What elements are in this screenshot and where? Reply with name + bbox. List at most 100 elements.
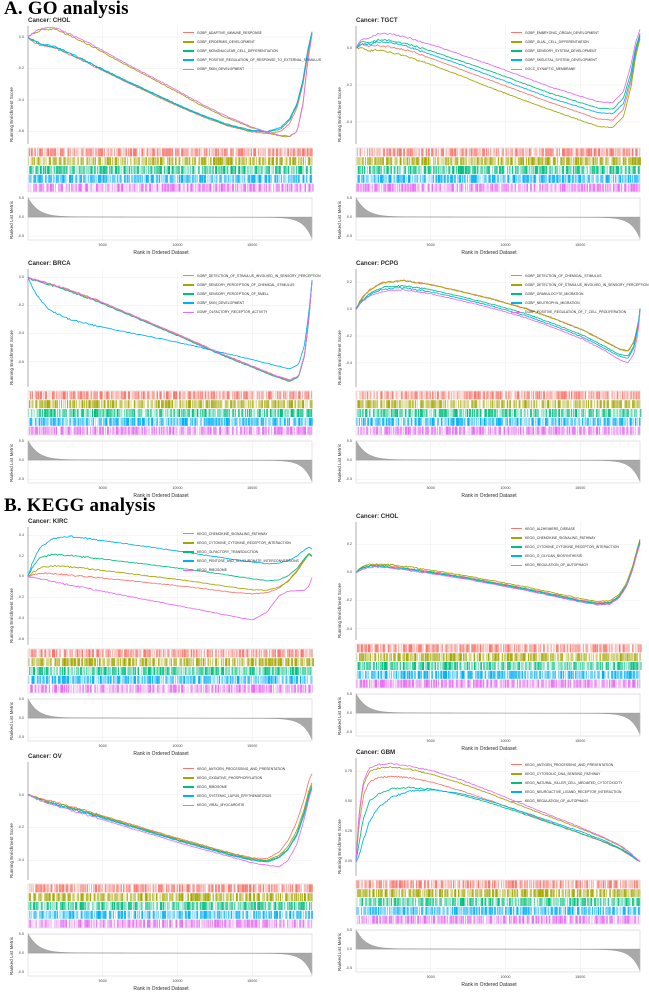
legend-item[interactable]: KEGG_ANTIGEN_PROCESSING_AND_PRESENTATION	[510, 760, 628, 769]
legend-label: GOBP_POSITIVE_REGULATION_OF_RESPONSE_TO_…	[196, 58, 321, 63]
x-axis-title: Rank in Ordered Dataset	[461, 982, 517, 988]
gene-hit-band	[357, 644, 642, 653]
gene-hit-band	[28, 658, 314, 667]
legend-item[interactable]: GOBP_POSITIVE_REGULATION_OF_T_CELL_PROLI…	[510, 308, 649, 317]
legend-item[interactable]: GOBP_POSITIVE_REGULATION_OF_RESPONSE_TO_…	[182, 56, 328, 65]
legend-label: GOBP_DETECTION_OF_STIMULUS_INVOLVED_IN_S…	[524, 282, 649, 287]
legend-item[interactable]: KEGG_CHEMOKINE_SIGNALING_PATHWAY	[182, 529, 304, 538]
gene-hit-band	[357, 426, 641, 435]
legend: GOBP_ADAPTIVE_IMMUNE_RESPONSE GOBP_EPIDER…	[182, 28, 328, 74]
legend-label: GOBP_GLIAL_CELL_DIFFERENTIATION	[524, 39, 589, 44]
y-axis-tick-label: -0.2	[17, 66, 24, 71]
y-axis-tick-label: -0.6	[17, 636, 24, 641]
legend-color-swatch-icon	[182, 59, 194, 61]
ranked-metric-tick-label: 0.5	[346, 927, 352, 932]
gsea-plot-canvas	[27, 527, 314, 742]
legend-item[interactable]: GOBP_DETECTION_OF_STIMULUS_INVOLVED_IN_S…	[182, 271, 327, 280]
legend-label: GOBP_NEUTROPHIL_MIGRATION	[524, 301, 580, 306]
y-axis-title-ranked-metric: Ranked List Metric	[337, 932, 342, 971]
enrichment-curve	[355, 288, 641, 363]
x-axis-tick-label: 15000	[247, 743, 258, 748]
legend-label: GOCC_SYNAPTIC_MEMBRANE	[524, 67, 576, 72]
legend-color-swatch-icon	[182, 560, 194, 562]
legend-item[interactable]: GOBP_GLIAL_CELL_DIFFERENTIATION	[510, 37, 603, 46]
legend-item[interactable]: GOBP_ADAPTIVE_IMMUNE_RESPONSE	[182, 28, 328, 37]
legend-item[interactable]: KEGG_CYTOKINE_CYTOKINE_RECEPTOR_INTERACT…	[182, 538, 304, 547]
legend-item[interactable]: KEGG_SYSTEMIC_LUPUS_ERYTHEMATOSUS	[182, 792, 290, 801]
legend-label: GOBP_DETECTION_OF_STIMULUS_INVOLVED_IN_S…	[196, 273, 321, 278]
legend-item[interactable]: KEGG_RIBOSOME	[182, 782, 290, 791]
y-axis-tick-label: 0.0	[18, 574, 24, 579]
y-axis-tick-label: 0.0	[346, 45, 352, 50]
legend-item[interactable]: GOBP_DETECTION_OF_STIMULUS_INVOLVED_IN_S…	[510, 280, 649, 289]
legend-color-swatch-icon	[182, 795, 194, 797]
legend-item[interactable]: GOBP_SKIN_DEVELOPMENT	[182, 65, 328, 74]
enrichment-curve	[27, 788, 313, 868]
ranked-metric-tick-label: -0.5	[345, 965, 352, 970]
section-title-kegg: B. KEGG analysis	[4, 495, 156, 516]
legend-item[interactable]: GOBP_MONONUCLEAR_CELL_DIFFERENTIATION	[182, 46, 328, 55]
gsea-panel-go-chol: Cancer: CHOL 0.0 -0.2 -0.4 -0.6 0.5 0.0 -0.5 500…	[2, 16, 321, 256]
legend-item[interactable]: GOBP_SKIN_DEVELOPMENT	[182, 299, 327, 308]
legend-item[interactable]: GOBP_SKELETAL_SYSTEM_DEVELOPMENT	[510, 56, 603, 65]
legend-item[interactable]: GOBP_DETECTION_OF_CHEMICAL_STIMULUS	[510, 271, 649, 280]
legend-item[interactable]: KEGG_ALZHEIMERS_DISEASE	[510, 524, 624, 533]
legend-item[interactable]: GOCC_SYNAPTIC_MEMBRANE	[510, 65, 603, 74]
legend-item[interactable]: KEGG_REGULATION_OF_AUTOPHAGY	[510, 561, 624, 570]
legend-label: GOBP_ADAPTIVE_IMMUNE_RESPONSE	[196, 30, 262, 35]
ranked-metric-tick-label: 0.5	[18, 696, 24, 701]
gene-hit-band	[356, 679, 641, 688]
y-axis-tick-label: 0.0	[18, 34, 24, 39]
enrichment-curve	[355, 38, 641, 129]
legend-item[interactable]: GOMF_OLFACTORY_RECEPTOR_ACTIVITY	[182, 308, 327, 317]
ranked-metric-tick-label: 0.0	[18, 950, 24, 955]
gene-hit-band	[356, 898, 641, 906]
gene-hit-band	[356, 157, 641, 166]
legend-item[interactable]: KEGG_PENTOSE_AND_GLUCURONATE_INTERCONVER…	[182, 557, 304, 566]
enrichment-curve	[355, 542, 641, 604]
legend-item[interactable]: GOBP_NEUTROPHIL_MIGRATION	[510, 299, 649, 308]
legend-label: GOBP_EPIDERMIS_DEVELOPMENT	[196, 39, 255, 44]
y-axis-title-ranked-metric: Ranked List Metric	[9, 936, 14, 975]
gene-hit-band	[28, 919, 312, 928]
x-axis-tick-label: 5000	[426, 485, 435, 490]
ranked-metric-tick-label: 0.5	[346, 438, 352, 443]
legend-item[interactable]: KEGG_OLFACTORY_TRANSDUCTION	[182, 547, 304, 556]
legend-item[interactable]: KEGG_CYTOKINE_CYTOKINE_RECEPTOR_INTERACT…	[510, 542, 624, 551]
enrichment-curve	[27, 277, 313, 381]
gene-hit-band	[29, 667, 312, 675]
legend-item[interactable]: KEGG_O_GLYCAN_BIOSYNTHESIS	[510, 552, 624, 561]
legend-item[interactable]: GOBP_EPIDERMIS_DEVELOPMENT	[182, 37, 328, 46]
x-axis-tick-label: 15000	[247, 485, 258, 490]
legend-label: KEGG_CYTOKINE_CYTOKINE_RECEPTOR_INTERACT…	[524, 545, 619, 549]
legend-item[interactable]: GOBP_SENSORY_PERCEPTION_OF_CHEMICAL_STIM…	[182, 280, 327, 289]
legend-item[interactable]: GOBP_SENSORY_PERCEPTION_OF_SMELL	[182, 289, 327, 298]
y-axis-title-enrichment: Running Enrichment Score	[9, 87, 14, 142]
legend-item[interactable]: GOBP_EMBRYONIC_ORGAN_DEVELOPMENT	[510, 28, 603, 37]
legend-item[interactable]: KEGG_RIBOSOME	[182, 566, 304, 575]
x-axis-tick-label: 10000	[172, 485, 183, 490]
legend-color-swatch-icon	[182, 31, 194, 34]
gene-hit-band	[356, 670, 640, 679]
gene-hit-band	[28, 893, 313, 902]
legend-item[interactable]: KEGG_NATURAL_KILLER_CELL_MEDIATED_CYTOTO…	[510, 778, 628, 787]
legend-item[interactable]: KEGG_OXIDATIVE_PHOSPHORYLATION	[182, 773, 290, 782]
legend-color-swatch-icon	[510, 546, 522, 548]
legend-color-swatch-icon	[510, 274, 522, 277]
y-axis-title-enrichment: Running Enrichment Score	[337, 87, 342, 142]
legend-item[interactable]: KEGG_NEUROACTIVE_LIGAND_RECEPTOR_INTERAC…	[510, 788, 628, 797]
gsea-panel-kegg-ov: Cancer: OV 0.0 -0.2 -0.4 0.5 0.0 -0.5 5000 10000…	[2, 752, 320, 992]
legend-item[interactable]: KEGG_CHEMOKINE_SIGNALING_PATHWAY	[510, 533, 624, 542]
ranked-metric-tick-label: -0.5	[17, 476, 24, 481]
legend-item[interactable]: KEGG_CYTOSOLIC_DNA_SENSING_PATHWAY	[510, 769, 628, 778]
legend-label: GOBP_MONONUCLEAR_CELL_DIFFERENTIATION	[196, 49, 278, 53]
legend-item[interactable]: KEGG_VIRAL_MYOCARDITIS	[182, 801, 290, 810]
legend-item[interactable]: GOBP_GRANULOCYTE_MIGRATION	[510, 289, 649, 298]
enrichment-curve	[355, 284, 641, 357]
legend-item[interactable]: GOBP_SENSORY_SYSTEM_DEVELOPMENT	[510, 46, 603, 55]
legend-color-swatch-icon	[182, 569, 194, 572]
legend-item[interactable]: KEGG_REGULATION_OF_AUTOPHAGY	[510, 797, 628, 806]
legend-color-swatch-icon	[510, 31, 522, 34]
legend: KEGG_ALZHEIMERS_DISEASE KEGG_CHEMOKINE_SI…	[510, 524, 624, 570]
legend-item[interactable]: KEGG_ANTIGEN_PROCESSING_AND_PRESENTATION	[182, 764, 290, 773]
